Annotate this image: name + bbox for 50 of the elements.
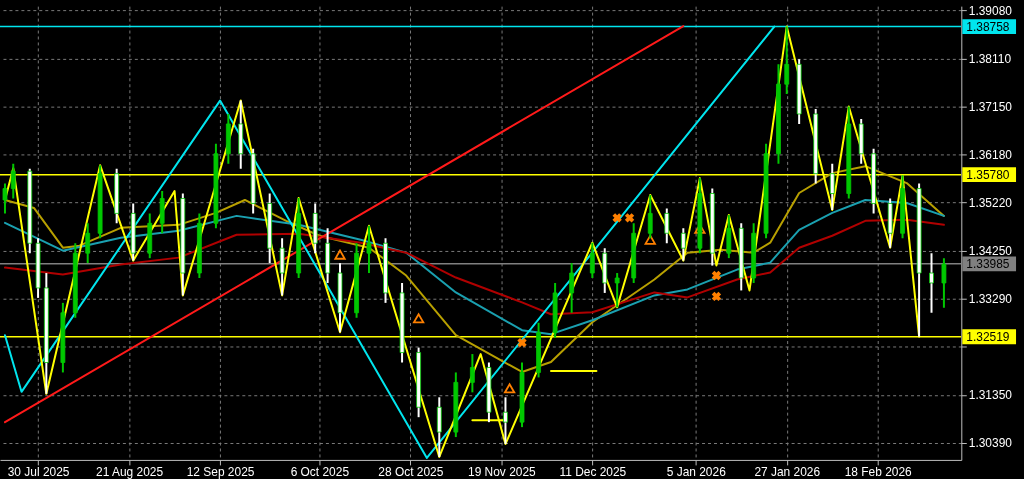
point bbox=[612, 213, 622, 223]
candlestick bbox=[664, 207, 670, 245]
point bbox=[644, 234, 656, 245]
ref-line-label: 1.33985 bbox=[966, 256, 1010, 271]
candlestick bbox=[569, 262, 575, 314]
y-tick-label: 1.31350 bbox=[968, 388, 1013, 403]
point bbox=[334, 249, 346, 260]
x-tick-label: 18 Feb 2026 bbox=[844, 465, 913, 480]
candlestick bbox=[469, 353, 475, 394]
y-tick-label: 1.37150 bbox=[968, 100, 1013, 115]
point bbox=[624, 213, 635, 223]
x-tick-label: 21 Aug 2025 bbox=[96, 465, 164, 480]
candlestick bbox=[2, 182, 8, 215]
candlestick bbox=[503, 396, 508, 446]
line-series bbox=[3, 198, 945, 336]
y-tick-label: 1.30390 bbox=[968, 436, 1013, 451]
ref-line-label: 1.32519 bbox=[966, 329, 1010, 344]
x-tick-label: 30 Jul 2025 bbox=[7, 465, 70, 480]
line-series bbox=[3, 218, 945, 316]
candlestick bbox=[829, 162, 835, 211]
point bbox=[711, 291, 722, 302]
x-tick-label: 19 Nov 2025 bbox=[467, 465, 537, 480]
candlestick bbox=[85, 222, 91, 265]
point bbox=[517, 337, 527, 348]
y-tick-label: 1.35220 bbox=[968, 195, 1013, 210]
candlestick bbox=[941, 257, 947, 309]
candlestick bbox=[589, 241, 595, 280]
ref-line-label: 1.38758 bbox=[966, 19, 1010, 34]
y-tick-label: 1.39080 bbox=[968, 4, 1013, 19]
x-tick-label: 11 Dec 2025 bbox=[559, 465, 627, 480]
candlestick bbox=[680, 227, 686, 262]
x-tick-label: 28 Oct 2025 bbox=[378, 465, 444, 480]
candlestick bbox=[647, 194, 653, 240]
x-tick-label: 6 Oct 2025 bbox=[290, 465, 350, 480]
candlestick bbox=[784, 25, 790, 96]
point bbox=[503, 383, 516, 394]
x-tick-label: 5 Jan 2026 bbox=[666, 465, 727, 480]
point bbox=[412, 313, 425, 324]
y-tick-label: 1.34250 bbox=[968, 244, 1013, 259]
candlestick bbox=[10, 162, 16, 200]
x-tick-label: 27 Jan 2026 bbox=[754, 465, 821, 480]
y-tick-label: 1.38110 bbox=[968, 52, 1012, 67]
y-tick-label: 1.33290 bbox=[968, 291, 1013, 306]
x-tick-label: 12 Sep 2025 bbox=[186, 465, 255, 480]
y-tick-label: 1.36180 bbox=[968, 148, 1013, 163]
candlestick bbox=[366, 224, 372, 275]
candlestick bbox=[929, 252, 934, 314]
point bbox=[711, 270, 722, 281]
ref-line-label: 1.35780 bbox=[966, 167, 1010, 182]
candlestick bbox=[614, 272, 620, 309]
